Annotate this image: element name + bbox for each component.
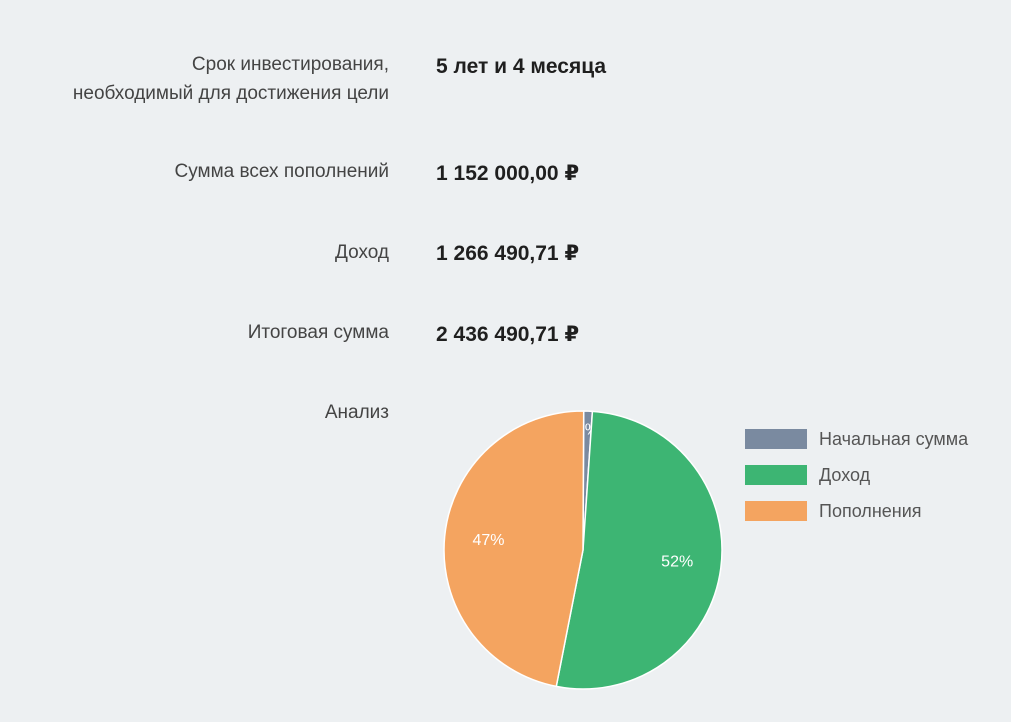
legend-label-initial: Начальная сумма bbox=[819, 428, 969, 449]
total-deposits-value: 1 152 000,00 ₽ bbox=[436, 162, 580, 185]
investment-term-value: 5 лет и 4 месяца bbox=[436, 55, 607, 78]
final-sum-value: 2 436 490,71 ₽ bbox=[436, 323, 580, 346]
income-value: 1 266 490,71 ₽ bbox=[436, 242, 580, 265]
analysis-label: Анализ bbox=[324, 402, 389, 423]
investment-term-label-line2: необходимый для достижения цели bbox=[72, 83, 389, 104]
row-investment-term-label: Срок инвестирования, необходимый для дос… bbox=[73, 50, 389, 108]
investment-term-label-line1: Срок инвестирования, bbox=[191, 54, 389, 75]
legend-swatch-initial bbox=[745, 429, 807, 449]
total-deposits-label: Сумма всех пополнений bbox=[174, 161, 389, 182]
legend-item-initial[interactable]: Начальная сумма bbox=[745, 421, 968, 457]
pie-slice-deposits[interactable] bbox=[443, 410, 585, 688]
pie-slice-income[interactable] bbox=[555, 410, 723, 690]
pie-label-income: 52% bbox=[661, 554, 693, 571]
legend-item-income[interactable]: Доход bbox=[745, 457, 968, 493]
legend-item-deposits[interactable]: Пополнения bbox=[745, 493, 968, 529]
pie-chart: 1%52%47% bbox=[443, 410, 723, 690]
legend-label-deposits: Пополнения bbox=[819, 500, 922, 521]
chart-legend: Начальная сумма Доход Пополнения bbox=[745, 421, 968, 529]
legend-swatch-income bbox=[745, 465, 807, 485]
legend-label-income: Доход bbox=[819, 464, 871, 485]
income-label: Доход bbox=[335, 242, 389, 263]
pie-label-deposits: 47% bbox=[472, 532, 504, 549]
final-sum-label: Итоговая сумма bbox=[247, 322, 389, 343]
legend-swatch-deposits bbox=[745, 501, 807, 521]
